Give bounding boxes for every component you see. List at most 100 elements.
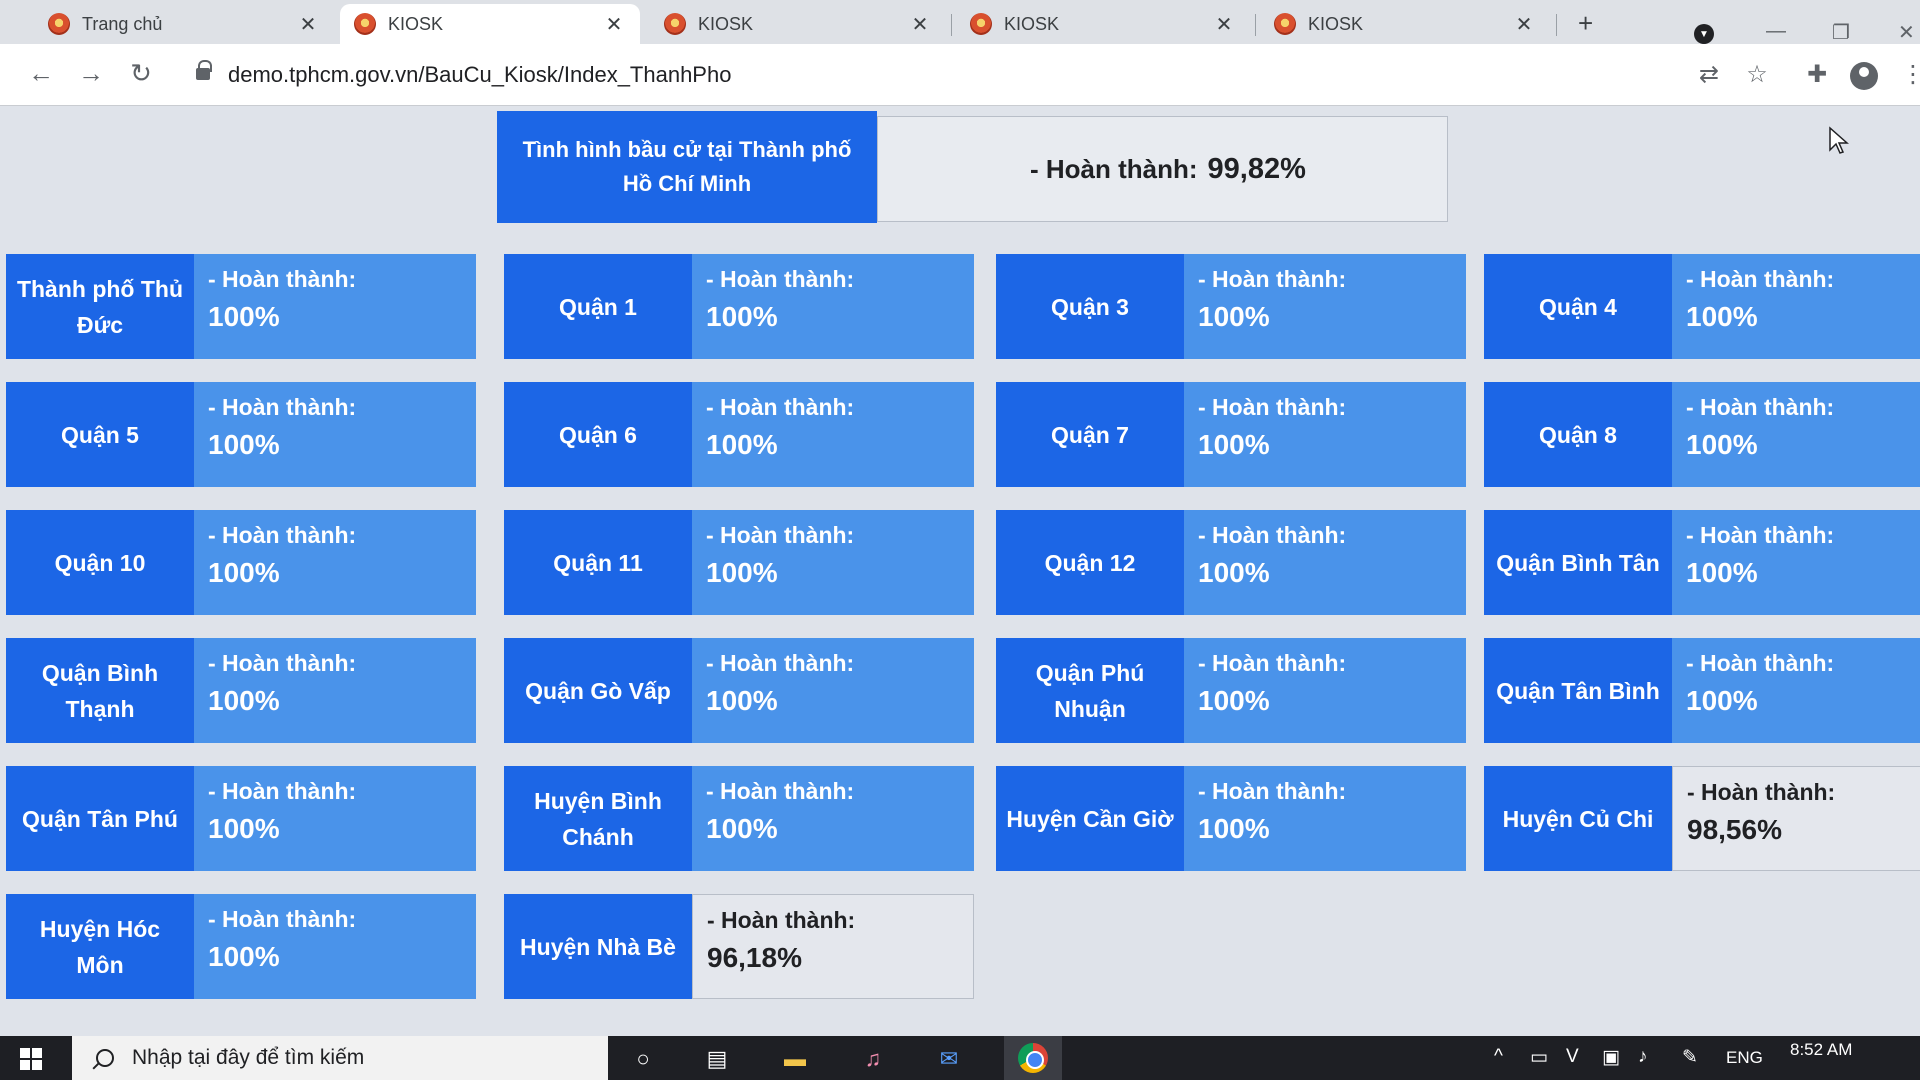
site-favicon-icon: [970, 13, 992, 35]
district-status: - Hoàn thành: 100%: [1184, 766, 1466, 871]
district-name-button[interactable]: Quận Tân Bình: [1484, 638, 1672, 743]
close-tab-icon[interactable]: ✕: [1515, 13, 1533, 36]
summary-status-label: - Hoàn thành:: [1030, 153, 1198, 184]
tab-kiosk-2[interactable]: KIOSK ✕: [650, 4, 946, 44]
district-name-button[interactable]: Huyện Hóc Môn: [6, 894, 194, 999]
district-name-button[interactable]: Quận 1: [504, 254, 692, 359]
district-name-button[interactable]: Quận Bình Tân: [1484, 510, 1672, 615]
district-status: - Hoàn thành: 100%: [692, 638, 974, 743]
tab-title: KIOSK: [1004, 13, 1060, 34]
cortana-icon[interactable]: ○: [636, 1046, 650, 1071]
tab-kiosk-4[interactable]: KIOSK ✕: [1260, 4, 1550, 44]
district-name-button[interactable]: Quận 12: [996, 510, 1184, 615]
close-tab-icon[interactable]: ✕: [299, 13, 317, 36]
search-icon: [96, 1049, 114, 1067]
district-status-label: - Hoàn thành:: [1686, 522, 1835, 548]
tab-kiosk-3[interactable]: KIOSK ✕: [956, 4, 1250, 44]
close-tab-icon[interactable]: ✕: [605, 13, 623, 36]
district-name-button[interactable]: Quận 6: [504, 382, 692, 487]
district-name-button[interactable]: Thành phố Thủ Đức: [6, 254, 194, 359]
district-status: - Hoàn thành: 100%: [692, 254, 974, 359]
district-name-button[interactable]: Huyện Bình Chánh: [504, 766, 692, 871]
district-status: - Hoàn thành: 100%: [1672, 510, 1920, 615]
district-name-button[interactable]: Quận 10: [6, 510, 194, 615]
district-status-value: 100%: [706, 301, 778, 332]
music-app-icon[interactable]: ♫: [864, 1046, 882, 1071]
window-close-icon[interactable]: ✕: [1898, 22, 1915, 44]
district-name-button[interactable]: Quận 4: [1484, 254, 1672, 359]
tab-kiosk-active[interactable]: KIOSK ✕: [340, 4, 640, 44]
chrome-icon[interactable]: [1004, 1036, 1062, 1080]
district-status-value: 100%: [208, 301, 280, 332]
reload-icon[interactable]: ↻: [130, 58, 152, 88]
windows-taskbar: Nhập tại đây để tìm kiếm ○ ▤ ▬ ♫ ✉ ^ ▭ V…: [0, 1036, 1920, 1080]
district-status-label: - Hoàn thành:: [1687, 779, 1836, 805]
district-status-value: 100%: [1686, 301, 1758, 332]
district-name-button[interactable]: Quận Tân Phú: [6, 766, 194, 871]
district-name-button[interactable]: Quận 7: [996, 382, 1184, 487]
district-status-label: - Hoàn thành:: [1198, 522, 1347, 548]
tab-title: KIOSK: [698, 13, 754, 34]
district-status-value: 100%: [706, 813, 778, 844]
district-status: - Hoàn thành: 100%: [194, 894, 476, 999]
district-status: - Hoàn thành: 100%: [1184, 638, 1466, 743]
address-bar[interactable]: demo.tphcm.gov.vn/BauCu_Kiosk/Index_Than…: [228, 62, 732, 87]
district-card: Huyện Cần Giờ - Hoàn thành: 100%: [996, 766, 1466, 871]
district-name-button[interactable]: Quận 11: [504, 510, 692, 615]
district-name-button[interactable]: Quận 3: [996, 254, 1184, 359]
profile-icon[interactable]: [1850, 62, 1878, 90]
district-card: Huyện Nhà Bè - Hoàn thành: 96,18%: [504, 894, 974, 999]
minimize-icon[interactable]: —: [1766, 20, 1786, 42]
language-indicator[interactable]: ENG: [1726, 1048, 1763, 1067]
tab-trang-chu[interactable]: Trang chủ ✕: [34, 4, 334, 44]
district-status-label: - Hoàn thành:: [707, 907, 856, 933]
district-name-button[interactable]: Quận Bình Thạnh: [6, 638, 194, 743]
forward-icon[interactable]: →: [78, 58, 104, 88]
district-status-label: - Hoàn thành:: [1686, 394, 1835, 420]
district-status: - Hoàn thành: 100%: [194, 382, 476, 487]
tab-title: KIOSK: [1308, 13, 1364, 34]
city-summary-title[interactable]: Tình hình bầu cử tại Thành phố Hồ Chí Mi…: [497, 111, 877, 223]
mail-app-icon[interactable]: ✉: [939, 1046, 959, 1071]
menu-icon[interactable]: ⋮: [1901, 61, 1920, 88]
district-name-button[interactable]: Quận 8: [1484, 382, 1672, 487]
volume-icon[interactable]: ♪: [1638, 1046, 1648, 1067]
district-status: - Hoàn thành: 100%: [194, 254, 476, 359]
translate-icon[interactable]: ⇄: [1698, 61, 1720, 88]
windows-start-icon[interactable]: [20, 1048, 42, 1070]
extensions-icon[interactable]: ✚: [1806, 61, 1828, 88]
taskbar-clock[interactable]: 8:52 AM: [1790, 1040, 1852, 1060]
tab-search-icon[interactable]: ▼: [1694, 24, 1714, 44]
file-explorer-icon[interactable]: ▬: [784, 1046, 806, 1071]
lock-icon[interactable]: [196, 60, 212, 80]
close-tab-icon[interactable]: ✕: [1215, 13, 1233, 36]
district-status-value: 100%: [706, 557, 778, 588]
district-name-button[interactable]: Quận Gò Vấp: [504, 638, 692, 743]
network-icon[interactable]: ▣: [1602, 1047, 1620, 1068]
show-hidden-icons-icon[interactable]: ^: [1494, 1046, 1503, 1067]
district-status-label: - Hoàn thành:: [208, 906, 357, 932]
district-card: Quận 12 - Hoàn thành: 100%: [996, 510, 1466, 615]
district-name-button[interactable]: Huyện Nhà Bè: [504, 894, 692, 999]
district-status: - Hoàn thành: 98,56%: [1672, 766, 1920, 871]
battery-icon[interactable]: ▭: [1530, 1047, 1548, 1068]
back-icon[interactable]: ←: [28, 58, 54, 88]
taskbar-search-input[interactable]: Nhập tại đây để tìm kiếm: [72, 1036, 608, 1080]
district-status-value: 96,18%: [707, 942, 802, 973]
restore-icon[interactable]: ❐: [1832, 22, 1850, 44]
close-tab-icon[interactable]: ✕: [911, 13, 929, 36]
new-tab-button[interactable]: +: [1578, 8, 1594, 38]
district-name-button[interactable]: Huyện Củ Chi: [1484, 766, 1672, 871]
district-status: - Hoàn thành: 100%: [194, 766, 476, 871]
star-icon[interactable]: ☆: [1746, 61, 1768, 88]
district-name-button[interactable]: Quận 5: [6, 382, 194, 487]
district-status-label: - Hoàn thành:: [1198, 266, 1347, 292]
district-status: - Hoàn thành: 100%: [194, 510, 476, 615]
pen-icon[interactable]: ✎: [1682, 1047, 1698, 1068]
district-name-button[interactable]: Huyện Cần Giờ: [996, 766, 1184, 871]
task-view-icon[interactable]: ▤: [706, 1046, 728, 1071]
district-name-button[interactable]: Quận Phú Nhuận: [996, 638, 1184, 743]
vpn-app-icon[interactable]: V: [1566, 1046, 1579, 1067]
district-status-value: 100%: [706, 429, 778, 460]
summary-status-value: 99,82%: [1207, 152, 1306, 185]
